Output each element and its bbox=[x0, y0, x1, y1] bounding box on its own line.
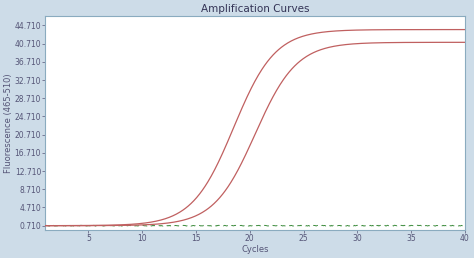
X-axis label: Cycles: Cycles bbox=[241, 245, 269, 254]
Y-axis label: Fluorescence (465-510): Fluorescence (465-510) bbox=[4, 74, 13, 173]
Title: Amplification Curves: Amplification Curves bbox=[201, 4, 310, 14]
